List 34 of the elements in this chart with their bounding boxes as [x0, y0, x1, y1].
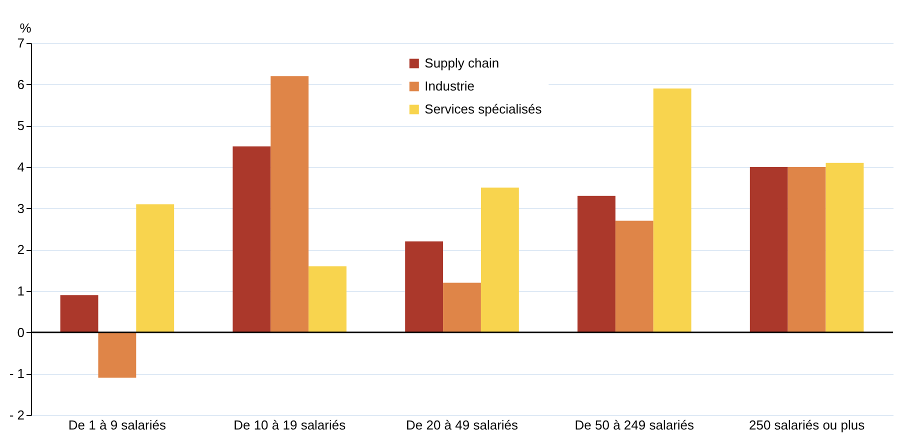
- bar: [136, 204, 174, 332]
- y-tick-label: 7: [17, 36, 24, 50]
- x-tick-label: De 1 à 9 salariés: [68, 418, 166, 432]
- bar: [480, 188, 519, 332]
- bar: [826, 162, 864, 332]
- y-tick-label: 2: [17, 242, 24, 258]
- y-tick-label: 1: [17, 284, 24, 298]
- legend-label: Supply chain: [424, 56, 500, 70]
- y-tick-label: 3: [17, 200, 24, 216]
- bar: [788, 167, 826, 332]
- bar: [653, 88, 692, 332]
- y-tick-label: 6: [17, 76, 24, 92]
- legend-label: Industrie: [424, 78, 475, 94]
- bar: [615, 220, 654, 332]
- y-tick-label: 0: [17, 324, 24, 340]
- y-tick-label: - 1: [9, 366, 24, 382]
- y-tick-label: 5: [17, 118, 24, 134]
- bar: [98, 332, 136, 378]
- bar: [270, 76, 309, 332]
- bar: [60, 295, 98, 332]
- x-tick-label: 250 salariés ou plus: [748, 418, 866, 432]
- bar: [232, 146, 271, 332]
- x-tick-label: De 50 à 249 salariés: [574, 418, 695, 432]
- bar: [578, 196, 616, 332]
- legend-label: Services spécialisés: [424, 102, 542, 116]
- y-tick-label: - 2: [9, 408, 24, 422]
- y-tick-label: 4: [17, 160, 24, 174]
- x-tick-label: De 20 à 49 salariés: [406, 418, 519, 432]
- bar: [308, 266, 346, 332]
- bar: [443, 282, 481, 332]
- bar: [750, 167, 788, 332]
- bar: [405, 241, 444, 332]
- y-axis-title: %: [20, 20, 32, 36]
- x-tick-label: De 10 à 19 salariés: [234, 418, 346, 432]
